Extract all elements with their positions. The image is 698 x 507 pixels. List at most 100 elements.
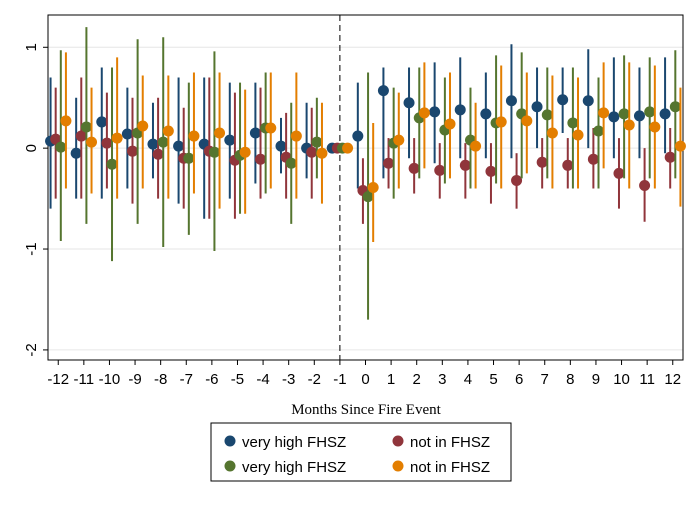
x-tick-label: -3 <box>282 371 295 388</box>
data-point <box>531 101 543 113</box>
x-tick-label: -6 <box>205 371 218 388</box>
data-point <box>188 130 200 142</box>
data-point <box>429 106 441 118</box>
data-point <box>623 119 635 131</box>
data-point <box>587 153 599 165</box>
data-point <box>255 153 267 165</box>
data-point <box>403 97 415 109</box>
data-point <box>674 140 686 152</box>
data-point <box>649 121 661 133</box>
data-point <box>546 127 558 139</box>
data-point <box>511 174 523 186</box>
y-tick-label: -1 <box>23 242 40 255</box>
data-point <box>644 106 656 118</box>
data-point <box>613 167 625 179</box>
data-marks <box>45 27 686 320</box>
data-point <box>311 136 323 148</box>
data-point <box>265 122 277 134</box>
data-point <box>557 94 569 106</box>
x-tick-label: -5 <box>231 371 244 388</box>
x-tick-label: -7 <box>180 371 193 388</box>
data-point <box>86 136 98 148</box>
data-point <box>239 146 251 158</box>
data-point <box>157 136 169 148</box>
data-point <box>367 182 379 193</box>
x-tick-label: -2 <box>308 371 321 388</box>
data-point <box>285 157 297 169</box>
data-point <box>214 127 226 139</box>
x-tick-label: 9 <box>592 371 600 388</box>
x-tick-label: -4 <box>256 371 269 388</box>
data-point <box>459 159 471 171</box>
data-point <box>60 115 72 127</box>
x-tick-label: -1 <box>333 371 346 388</box>
data-point <box>572 129 584 141</box>
data-point <box>162 125 174 137</box>
x-tick-label: 1 <box>387 371 395 388</box>
data-point <box>147 138 159 150</box>
data-point <box>454 104 466 116</box>
data-point <box>121 128 133 140</box>
data-point <box>152 148 164 160</box>
data-point <box>208 146 220 158</box>
data-point <box>418 107 430 119</box>
legend-swatch-green <box>224 460 236 472</box>
data-point <box>316 147 328 159</box>
legend-item: very high FHSZ <box>224 459 346 476</box>
x-tick-label: -9 <box>128 371 141 388</box>
legend-label: not in FHSZ <box>410 434 490 451</box>
x-tick-label: 12 <box>664 371 681 388</box>
y-tick-label: 0 <box>23 144 40 152</box>
data-point <box>342 142 354 154</box>
data-point <box>408 162 420 174</box>
data-point <box>470 140 482 152</box>
data-point <box>55 141 67 153</box>
data-point <box>306 146 318 158</box>
x-tick-label: 10 <box>613 371 630 388</box>
x-tick-label: 3 <box>438 371 446 388</box>
x-tick-label: 4 <box>464 371 472 388</box>
axes: 10-1-2-12 -11 -10 -9 -8 -7 -6 -5 -4 -3 -2 -1 0 1 2 3 4 5 6… <box>23 43 681 388</box>
y-tick-label: -2 <box>23 343 40 356</box>
x-tick-label: 2 <box>413 371 421 388</box>
legend-label: very high FHSZ <box>242 459 346 476</box>
data-point <box>633 110 645 122</box>
data-point <box>75 130 87 142</box>
x-tick-label: 11 <box>639 371 655 388</box>
data-point <box>664 151 676 163</box>
x-tick-label: -11 <box>74 371 95 388</box>
data-point <box>101 137 113 149</box>
data-point <box>608 111 620 123</box>
x-tick-label: 6 <box>515 371 523 388</box>
data-point <box>480 108 492 120</box>
data-point <box>224 134 236 146</box>
data-point <box>137 120 149 132</box>
legend-swatch-blue <box>224 435 236 447</box>
x-tick-label: -10 <box>99 371 121 388</box>
data-point <box>362 191 374 203</box>
data-point <box>173 140 185 152</box>
x-tick-label: 7 <box>541 371 549 388</box>
data-point <box>290 130 302 142</box>
data-point <box>352 130 364 142</box>
data-point <box>669 101 681 113</box>
legend-item: not in FHSZ <box>392 459 490 476</box>
data-point <box>434 164 446 176</box>
data-point <box>275 140 287 152</box>
data-point <box>567 117 579 129</box>
legend-label: not in FHSZ <box>410 459 490 476</box>
legend-swatch-maroon <box>392 435 404 447</box>
data-point <box>562 159 574 171</box>
x-tick-label: 5 <box>489 371 497 388</box>
data-point <box>80 121 92 133</box>
data-point <box>593 125 605 137</box>
data-point <box>659 108 671 120</box>
data-point <box>183 152 195 164</box>
legend-swatch-orange <box>392 460 404 472</box>
data-point <box>383 157 395 169</box>
data-point <box>541 109 553 121</box>
data-point <box>70 147 82 159</box>
x-axis-title: Months Since Fire Event <box>291 402 441 418</box>
data-point <box>618 108 630 120</box>
